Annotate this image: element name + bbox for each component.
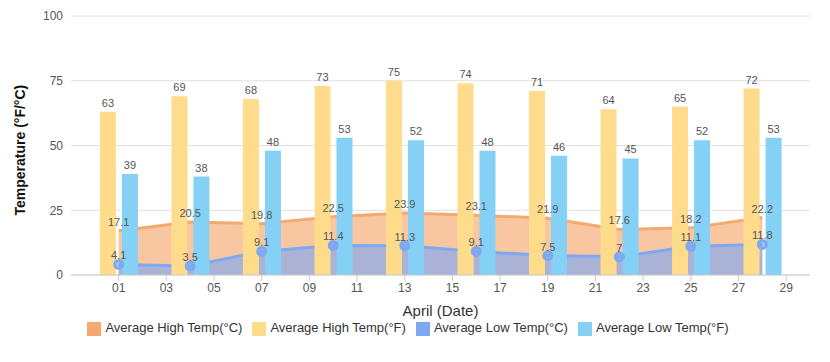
svg-text:52: 52 — [410, 125, 422, 137]
svg-text:21: 21 — [589, 281, 603, 295]
svg-text:23.9: 23.9 — [394, 198, 415, 210]
svg-text:45: 45 — [624, 143, 636, 155]
svg-text:46: 46 — [553, 141, 565, 153]
svg-text:20.5: 20.5 — [179, 207, 200, 219]
svg-text:01: 01 — [112, 281, 126, 295]
svg-text:23.1: 23.1 — [466, 200, 487, 212]
svg-text:23: 23 — [636, 281, 650, 295]
svg-text:9.1: 9.1 — [254, 236, 269, 248]
svg-text:75: 75 — [50, 74, 64, 88]
svg-text:13: 13 — [398, 281, 412, 295]
svg-text:09: 09 — [303, 281, 317, 295]
svg-text:29: 29 — [779, 281, 793, 295]
svg-text:63: 63 — [102, 97, 114, 109]
svg-text:4.1: 4.1 — [111, 249, 126, 261]
svg-text:39: 39 — [124, 159, 136, 171]
svg-text:19: 19 — [541, 281, 555, 295]
html-text:Average High Temp(°C): Average High Temp(°C) — [105, 320, 243, 335]
svg-text:11.8: 11.8 — [752, 229, 773, 241]
svg-text:100: 100 — [43, 9, 63, 23]
svg-text:22.5: 22.5 — [323, 202, 344, 214]
svg-text:72: 72 — [745, 74, 757, 86]
svg-text:17: 17 — [493, 281, 507, 295]
svg-text:03: 03 — [160, 281, 174, 295]
svg-text:22.2: 22.2 — [752, 203, 773, 215]
svg-text:11.4: 11.4 — [323, 230, 344, 242]
svg-text:71: 71 — [531, 76, 543, 88]
svg-text:3.5: 3.5 — [183, 251, 198, 263]
svg-text:05: 05 — [207, 281, 221, 295]
svg-text:25: 25 — [50, 204, 64, 218]
svg-text:07: 07 — [255, 281, 269, 295]
svg-text:April (Date): April (Date) — [403, 302, 479, 319]
svg-text:48: 48 — [267, 136, 279, 148]
svg-text:7: 7 — [616, 242, 622, 254]
svg-text:50: 50 — [50, 139, 64, 153]
svg-text:52: 52 — [696, 125, 708, 137]
svg-text:53: 53 — [338, 123, 350, 135]
svg-text:9.1: 9.1 — [469, 236, 484, 248]
svg-text:17.6: 17.6 — [609, 214, 630, 226]
svg-text:11.1: 11.1 — [681, 231, 702, 243]
svg-text:15: 15 — [446, 281, 460, 295]
svg-text:65: 65 — [674, 92, 686, 104]
svg-text:19.8: 19.8 — [251, 209, 272, 221]
html-text:Average Low Temp(°C): Average Low Temp(°C) — [433, 320, 568, 335]
svg-text:53: 53 — [767, 123, 779, 135]
svg-text:Temperature (°F/°C): Temperature (°F/°C) — [12, 85, 28, 216]
svg-text:73: 73 — [316, 71, 328, 83]
svg-text:18.2: 18.2 — [680, 213, 701, 225]
svg-text:7.5: 7.5 — [540, 241, 555, 253]
svg-text:0: 0 — [56, 268, 63, 282]
html-text:Average Low Temp(°F): Average Low Temp(°F) — [596, 320, 729, 335]
svg-text:11: 11 — [351, 281, 364, 295]
svg-text:48: 48 — [481, 136, 493, 148]
svg-text:27: 27 — [732, 281, 746, 295]
svg-text:69: 69 — [173, 81, 185, 93]
svg-text:68: 68 — [245, 84, 257, 96]
svg-text:75: 75 — [388, 66, 400, 78]
svg-text:64: 64 — [602, 94, 614, 106]
html-text:Average High Temp(°F): Average High Temp(°F) — [270, 320, 406, 335]
svg-text:38: 38 — [195, 162, 207, 174]
svg-text:21.9: 21.9 — [537, 203, 558, 215]
svg-text:25: 25 — [684, 281, 698, 295]
svg-text:17.1: 17.1 — [108, 216, 129, 228]
svg-text:74: 74 — [459, 68, 471, 80]
svg-text:11.3: 11.3 — [394, 231, 415, 243]
